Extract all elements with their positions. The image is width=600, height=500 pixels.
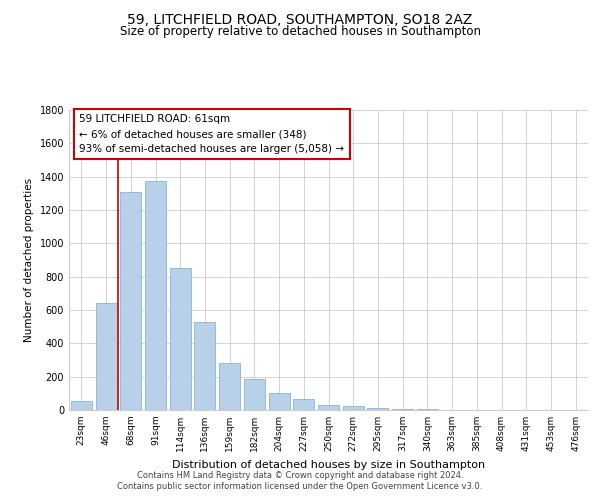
Bar bbox=[194, 322, 215, 410]
Text: 59 LITCHFIELD ROAD: 61sqm
← 6% of detached houses are smaller (348)
93% of semi-: 59 LITCHFIELD ROAD: 61sqm ← 6% of detach… bbox=[79, 114, 344, 154]
Text: Size of property relative to detached houses in Southampton: Size of property relative to detached ho… bbox=[119, 25, 481, 38]
Bar bbox=[392, 408, 413, 410]
Text: Contains public sector information licensed under the Open Government Licence v3: Contains public sector information licen… bbox=[118, 482, 482, 491]
Bar bbox=[318, 405, 339, 410]
Bar bbox=[95, 302, 116, 410]
Bar bbox=[269, 392, 290, 410]
Bar bbox=[219, 364, 240, 410]
Text: 59, LITCHFIELD ROAD, SOUTHAMPTON, SO18 2AZ: 59, LITCHFIELD ROAD, SOUTHAMPTON, SO18 2… bbox=[127, 12, 473, 26]
Text: Contains HM Land Registry data © Crown copyright and database right 2024.: Contains HM Land Registry data © Crown c… bbox=[137, 471, 463, 480]
Y-axis label: Number of detached properties: Number of detached properties bbox=[24, 178, 34, 342]
Bar bbox=[293, 398, 314, 410]
Bar bbox=[244, 379, 265, 410]
Bar bbox=[71, 401, 92, 410]
Bar bbox=[367, 408, 388, 410]
Bar bbox=[170, 268, 191, 410]
Bar bbox=[145, 181, 166, 410]
Bar bbox=[120, 192, 141, 410]
Bar bbox=[343, 406, 364, 410]
Bar bbox=[417, 409, 438, 410]
X-axis label: Distribution of detached houses by size in Southampton: Distribution of detached houses by size … bbox=[172, 460, 485, 469]
